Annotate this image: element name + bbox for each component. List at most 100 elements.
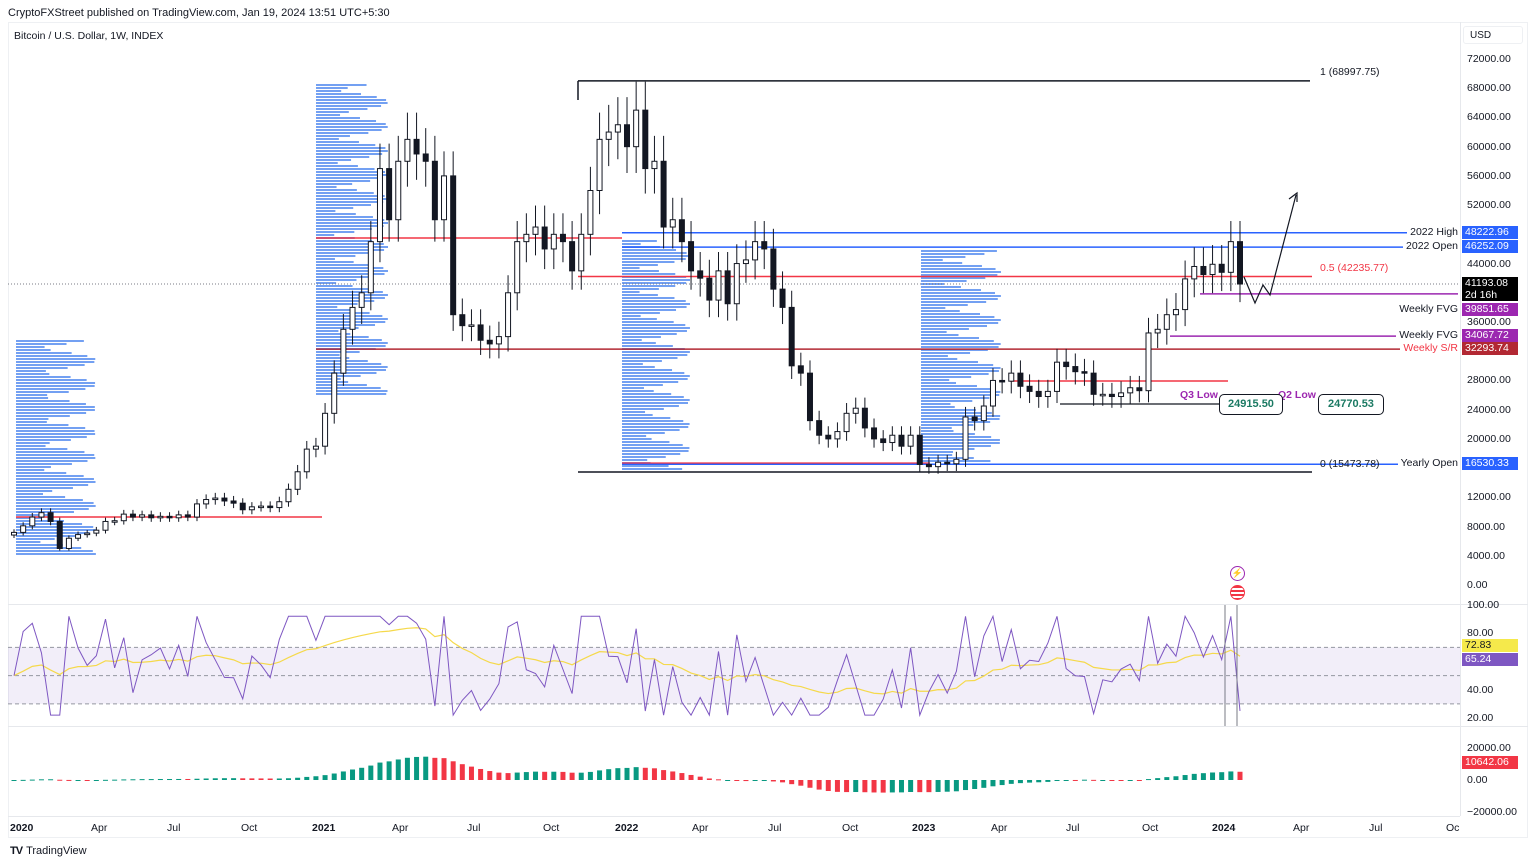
volume-profile-bar	[622, 279, 690, 281]
volume-profile-bar	[622, 390, 654, 392]
volume-profile-bar	[316, 300, 375, 302]
macd-histogram-bar	[359, 767, 365, 780]
macd-histogram-bar	[1200, 773, 1206, 780]
bear-candle	[642, 109, 649, 170]
rsi-tick: 20.00	[1467, 711, 1494, 724]
time-label: Apr	[392, 822, 409, 834]
macd-histogram-bar	[38, 779, 44, 781]
price-axis[interactable]	[1460, 22, 1529, 816]
bull-candle	[843, 412, 850, 433]
volume-profile-bar	[316, 246, 388, 248]
bull-candle	[120, 513, 127, 522]
volume-profile-bar	[316, 102, 388, 104]
macd-histogram-bar	[972, 780, 978, 790]
volume-profile-bar	[316, 195, 385, 197]
volume-profile-bar	[921, 250, 997, 252]
volume-profile-bar	[921, 388, 993, 390]
volume-profile-bar	[921, 361, 979, 363]
bull-candle	[889, 434, 896, 444]
volume-profile-bar	[316, 171, 386, 173]
macd-histogram-bar	[221, 778, 227, 780]
volume-profile-bar	[622, 366, 655, 368]
volume-profile-bar	[16, 511, 74, 513]
volume-profile-bar	[921, 403, 951, 405]
macd-histogram-bar	[395, 759, 401, 780]
volume-profile-bar	[16, 490, 53, 492]
bear-candle	[861, 407, 868, 429]
volume-profile-bar	[622, 255, 690, 257]
bull-candle	[367, 241, 374, 294]
bear-candle	[816, 420, 823, 436]
time-axis[interactable]	[8, 816, 1460, 839]
volume-profile-bar	[16, 520, 64, 522]
bull-candle	[395, 160, 402, 221]
volume-profile-bar	[622, 402, 688, 404]
bull-candle	[953, 458, 960, 465]
volume-profile-bar	[316, 255, 356, 257]
bear-candle	[1081, 371, 1088, 374]
time-label: Jul	[1066, 822, 1080, 834]
price-tick: 60000.00	[1467, 140, 1511, 153]
bear-candle	[386, 168, 393, 221]
bull-candle	[1008, 372, 1015, 382]
volume-profile-bar	[16, 373, 50, 375]
time-label: Oct	[842, 822, 859, 834]
time-label: Apr	[1293, 822, 1310, 834]
volume-profile-bar	[622, 258, 686, 260]
price-tick: 52000.00	[1467, 199, 1511, 212]
volume-profile-bar	[622, 252, 687, 254]
footer-brand[interactable]: TV TradingView	[10, 845, 87, 857]
volume-profile-bar	[16, 493, 43, 495]
time-label: Jul	[167, 822, 181, 834]
volume-profile-bar	[921, 358, 958, 360]
volume-profile-bar	[921, 367, 1001, 369]
bear-candle	[779, 288, 786, 308]
time-label: 2024	[1212, 822, 1236, 834]
macd-histogram-bar	[889, 780, 895, 793]
bull-candle	[715, 270, 722, 301]
volume-profile-bar	[921, 316, 995, 318]
macd-histogram-bar	[1036, 780, 1042, 783]
bear-candle	[898, 434, 905, 447]
volume-profile-bar	[921, 310, 960, 312]
volume-profile-bar	[622, 291, 640, 293]
volume-profile-bar	[622, 249, 677, 251]
volume-profile-bar	[16, 538, 55, 540]
volume-profile-bar	[316, 282, 337, 284]
bear-candle	[47, 512, 54, 522]
volume-profile-bar	[16, 418, 49, 420]
macd-histogram-bar	[167, 779, 173, 781]
macd-histogram-bar	[1228, 771, 1234, 780]
volume-profile-bar	[622, 441, 670, 443]
volume-profile-bar	[16, 487, 73, 489]
us-flag-event-icon[interactable]	[1230, 585, 1245, 600]
rsi-pane-separator[interactable]	[8, 604, 1528, 605]
macd-pane-separator[interactable]	[8, 726, 1528, 727]
macd-histogram-bar	[414, 756, 420, 780]
price-tick: 72000.00	[1467, 53, 1511, 65]
bull-candle	[75, 534, 82, 539]
bull-candle	[1054, 361, 1061, 392]
currency-button[interactable]: USD	[1463, 26, 1523, 44]
bull-candle	[175, 514, 182, 519]
volume-profile-bar	[316, 168, 375, 170]
volume-profile-bar	[622, 357, 678, 359]
macd-histogram-bar	[157, 779, 163, 781]
volume-profile-bar	[316, 357, 350, 359]
bear-candle	[925, 463, 932, 468]
lightning-event-icon[interactable]: ⚡	[1230, 566, 1245, 581]
macd-histogram-bar	[478, 768, 484, 780]
volume-profile-bar	[316, 333, 351, 335]
bull-candle	[303, 448, 310, 473]
volume-profile-bar	[316, 216, 373, 218]
volume-profile-bar	[16, 394, 48, 396]
bear-candle	[761, 241, 768, 250]
volume-profile-bar	[16, 496, 66, 498]
volume-profile-bar	[16, 502, 94, 504]
volume-profile-bar	[622, 285, 676, 287]
bull-candle	[495, 336, 502, 345]
price-label: 41193.08 2d 16h	[1462, 277, 1518, 302]
volume-profile-bar	[316, 303, 358, 305]
volume-profile-bar	[921, 415, 1001, 417]
